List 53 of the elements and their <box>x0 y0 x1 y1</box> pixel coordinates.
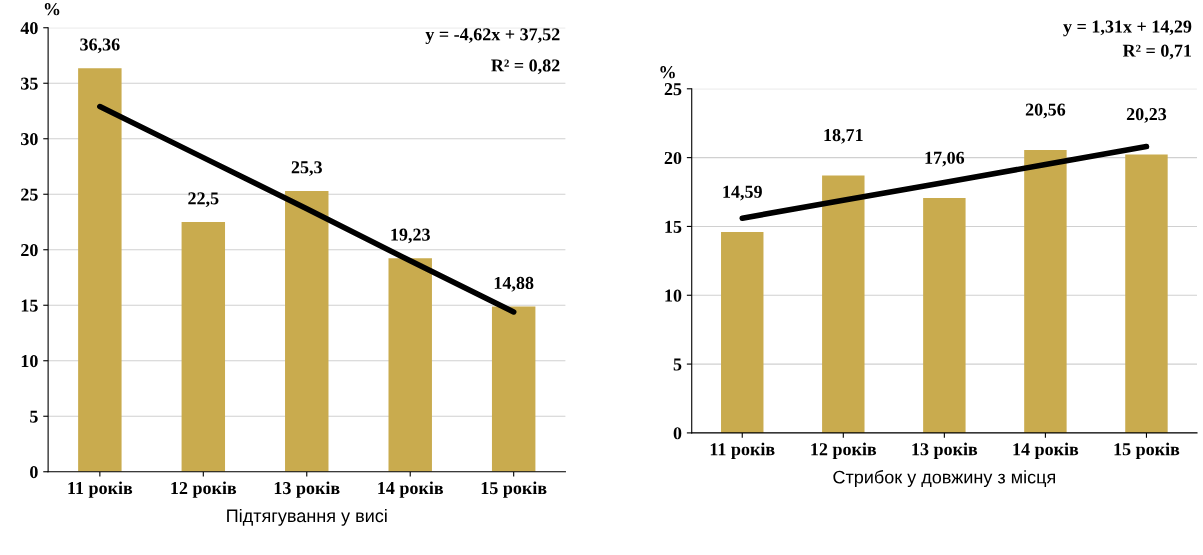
x-tick-label: 13 років <box>274 481 340 498</box>
y-tick-label: 25 <box>21 188 38 201</box>
y-axis-title: % <box>660 66 675 79</box>
y-tick-label: 25 <box>664 83 682 96</box>
x-tick-label: 15 років <box>1114 442 1180 459</box>
annotation: R² = 0,82 <box>491 59 560 75</box>
bar <box>721 232 764 433</box>
x-tick-label: 15 років <box>481 481 547 498</box>
y-tick-label: 35 <box>21 77 38 90</box>
y-tick-label: 0 <box>673 427 682 440</box>
bar <box>822 175 865 433</box>
bar <box>181 222 226 472</box>
annotation: y = -4,62x + 37,52 <box>425 28 560 45</box>
y-axis-title: % <box>44 3 60 16</box>
data-label: 25,3 <box>291 161 322 176</box>
data-label: 18,71 <box>824 128 863 144</box>
bar <box>1024 149 1067 433</box>
bar <box>1125 154 1168 433</box>
x-tick-label: 12 років <box>171 481 237 498</box>
data-label: 22,5 <box>188 192 219 208</box>
bar <box>388 258 432 472</box>
text: R² = 0,71 <box>1122 44 1191 60</box>
data-label: 14,88 <box>494 276 534 292</box>
data-label: 19,23 <box>391 228 430 244</box>
x-tick-label: 11 років <box>710 442 775 459</box>
x-axis-title: Підтягування у висі <box>227 508 387 526</box>
data-label: 20,23 <box>1126 108 1167 123</box>
y-tick-label: 15 <box>665 220 682 233</box>
y-tick-label: 15 <box>21 299 38 312</box>
x-tick-label: 14 років <box>378 481 444 498</box>
data-label: 20,56 <box>1025 103 1066 119</box>
bar <box>78 68 122 472</box>
y-tick-label: 20 <box>21 244 38 257</box>
y-tick-label: 40 <box>20 22 38 35</box>
y-tick-label: 10 <box>21 355 38 368</box>
y-tick-label: 5 <box>673 358 682 371</box>
x-tick-label: 14 років <box>1013 442 1079 459</box>
x-tick-label: 12 років <box>811 442 877 459</box>
x-tick-label: 11 років <box>68 481 133 498</box>
bar <box>285 190 329 472</box>
y-tick-label: 0 <box>30 466 38 479</box>
bar <box>491 306 536 472</box>
x-tick-label: 13 років <box>912 442 978 459</box>
data-label: 36,36 <box>80 38 120 54</box>
y-tick-label: 10 <box>665 289 682 302</box>
text: y = 1,31x + 14,29 <box>1063 20 1192 37</box>
y-tick-label: 20 <box>664 151 682 165</box>
bar <box>923 198 966 433</box>
data-label: 14,59 <box>723 185 762 201</box>
y-tick-label: 30 <box>21 133 38 146</box>
x-axis-title: Стрибок у довжину з місця <box>833 470 1055 488</box>
y-tick-label: 5 <box>30 410 38 423</box>
data-label: 17,06 <box>925 151 965 167</box>
